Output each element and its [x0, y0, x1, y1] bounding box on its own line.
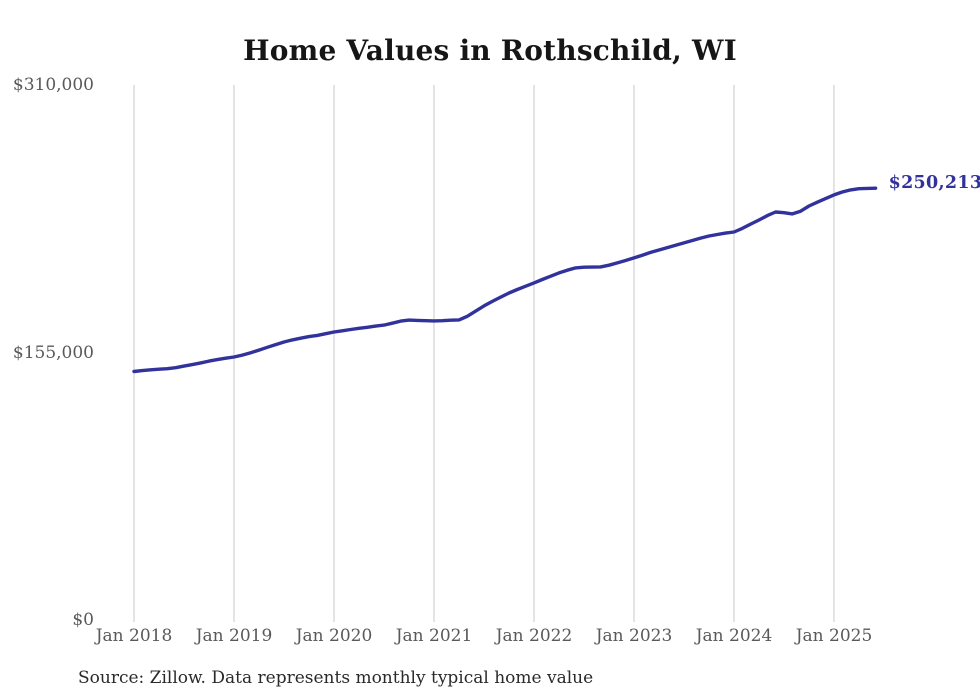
x-axis-tick-label: Jan 2025: [795, 626, 873, 646]
x-axis-tick-label: Jan 2022: [495, 626, 573, 646]
x-axis-tick-label: Jan 2019: [195, 626, 273, 646]
y-axis-tick-label: $0: [72, 610, 94, 630]
latest-value-label: $250,213: [888, 173, 980, 194]
home-value-line-series: [132, 186, 878, 374]
x-axis-tick-label: Jan 2021: [395, 626, 473, 646]
y-axis-tick-label: $310,000: [12, 75, 94, 95]
x-axis-tick-label: Jan 2020: [295, 626, 373, 646]
y-axis-tick-label: $155,000: [12, 342, 94, 363]
chart-title: Home Values in Rothschild, WI: [243, 34, 737, 67]
x-axis-tick-label: Jan 2023: [595, 626, 673, 646]
source-note: Source: Zillow. Data represents monthly …: [78, 668, 594, 688]
x-axis-tick-label: Jan 2024: [695, 626, 773, 646]
x-axis-tick-label: Jan 2018: [95, 626, 173, 646]
